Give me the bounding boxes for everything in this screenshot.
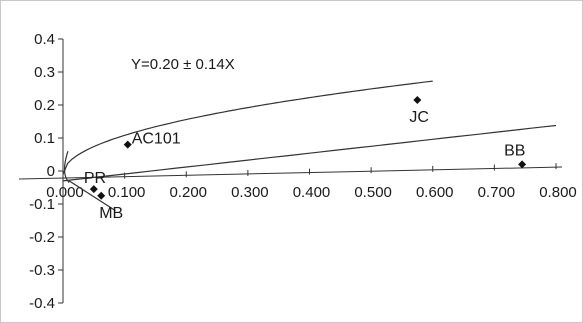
data-point-marker xyxy=(518,160,527,169)
upper-bound-curve xyxy=(62,80,433,175)
data-point-label: MB xyxy=(99,205,123,222)
data-point-label: AC101 xyxy=(132,131,181,148)
data-points: AC101 JC BB PR MB xyxy=(84,96,527,222)
y-tick-label: 0.1 xyxy=(34,130,55,147)
fit-line-segment xyxy=(68,180,116,212)
lower-bound-curve xyxy=(62,124,557,182)
data-point-marker xyxy=(413,96,422,105)
axes: 0.4 0.3 0.2 0.1 0 -0.1 -0.2 -0.3 -0.4 0.000 0.100 0… xyxy=(18,31,577,312)
x-tick-label: 0.800 xyxy=(539,184,577,201)
x-tick-label: 0.400 xyxy=(293,184,331,201)
x-tick-label: 0.700 xyxy=(478,184,516,201)
data-point-marker xyxy=(97,191,106,200)
data-point-marker xyxy=(89,185,98,194)
y-tick-label: 0.2 xyxy=(34,97,55,114)
data-point-label: PR xyxy=(84,170,106,187)
y-tick-label: -0.1 xyxy=(29,196,55,213)
y-tick-label: -0.2 xyxy=(29,229,55,246)
y-tick-label: 0 xyxy=(47,163,55,180)
y-tick-label: 0.3 xyxy=(34,64,55,81)
data-point-label: BB xyxy=(504,142,525,159)
data-point-label: JC xyxy=(409,109,429,126)
y-tick-label: -0.3 xyxy=(29,262,55,279)
equation-annotation: Y=0.20 ± 0.14X xyxy=(131,56,235,73)
x-tick-label: 0.600 xyxy=(416,184,454,201)
confidence-curves xyxy=(62,80,557,212)
x-tick-label: 0.100 xyxy=(108,184,146,201)
x-axis-line xyxy=(18,166,563,180)
curve-vertex xyxy=(63,151,70,184)
x-tick-label: 0.300 xyxy=(231,184,269,201)
x-tick-label: 0.500 xyxy=(354,184,392,201)
y-tick-label: 0.4 xyxy=(34,31,55,48)
x-tick-label: 0.000 xyxy=(46,184,84,201)
x-tick-label: 0.200 xyxy=(169,184,207,201)
y-tick-label: -0.4 xyxy=(29,295,55,312)
data-point-marker xyxy=(123,140,132,149)
